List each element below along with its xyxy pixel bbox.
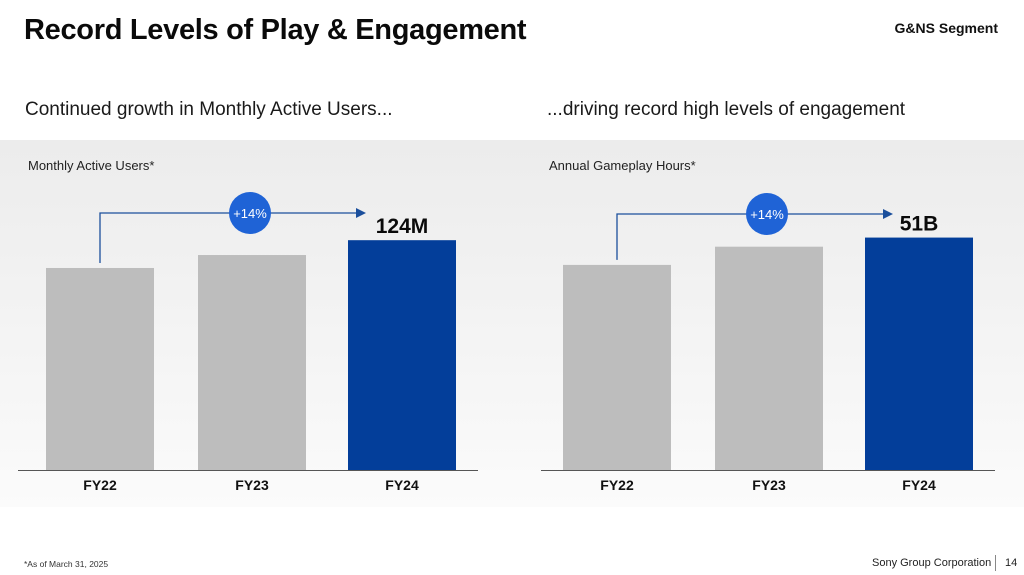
- growth-badge: [229, 192, 271, 234]
- bar-fy24: [348, 240, 456, 470]
- company-name: Sony Group Corporation: [872, 557, 992, 569]
- growth-badge-label: +14%: [750, 207, 784, 222]
- footnote: *As of March 31, 2025: [24, 559, 109, 569]
- mau-chart-title: Monthly Active Users*: [28, 158, 155, 173]
- category-label-fy22: FY22: [83, 477, 117, 493]
- growth-arrowhead: [356, 208, 366, 218]
- bar-fy22: [46, 267, 154, 470]
- category-label-fy24: FY24: [385, 477, 419, 493]
- growth-badge: [746, 193, 788, 235]
- category-label-fy23: FY23: [235, 477, 269, 493]
- segment-label: G&NS Segment: [894, 20, 998, 36]
- page-separator: [995, 555, 996, 571]
- right-subtitle: ...driving record high levels of engagem…: [547, 99, 906, 120]
- bar-fy23: [715, 246, 823, 470]
- growth-arrow-line: [99, 212, 358, 263]
- gameplay-hours-chart: FY22 FY23 FY24 51B +14%: [541, 193, 995, 493]
- value-label-fy24: 51B: [900, 213, 939, 236]
- category-label-fy24: FY24: [902, 477, 936, 493]
- gameplay-chart-title: Annual Gameplay Hours*: [549, 158, 696, 173]
- page-number: 14: [1005, 557, 1018, 569]
- bar-fy24: [865, 237, 973, 470]
- category-label-fy22: FY22: [600, 477, 634, 493]
- value-label-fy24: 124M: [376, 215, 429, 238]
- growth-arrowhead: [883, 209, 893, 219]
- gameplay-chart-panel: Annual Gameplay Hours* FY22 FY23 FY24 51B +1…: [509, 140, 1024, 507]
- growth-badge-label: +14%: [233, 206, 267, 221]
- bar-fy23: [198, 255, 306, 470]
- left-subtitle: Continued growth in Monthly Active Users…: [25, 99, 393, 120]
- mau-chart: FY22 FY23 FY24 124M +14%: [18, 192, 478, 493]
- category-label-fy23: FY23: [752, 477, 786, 493]
- page-title: Record Levels of Play & Engagement: [24, 14, 527, 46]
- mau-chart-panel: Monthly Active Users* FY22 FY23 FY24 124M +1…: [0, 140, 511, 507]
- growth-arrow-line: [616, 213, 885, 260]
- bar-fy22: [563, 264, 671, 470]
